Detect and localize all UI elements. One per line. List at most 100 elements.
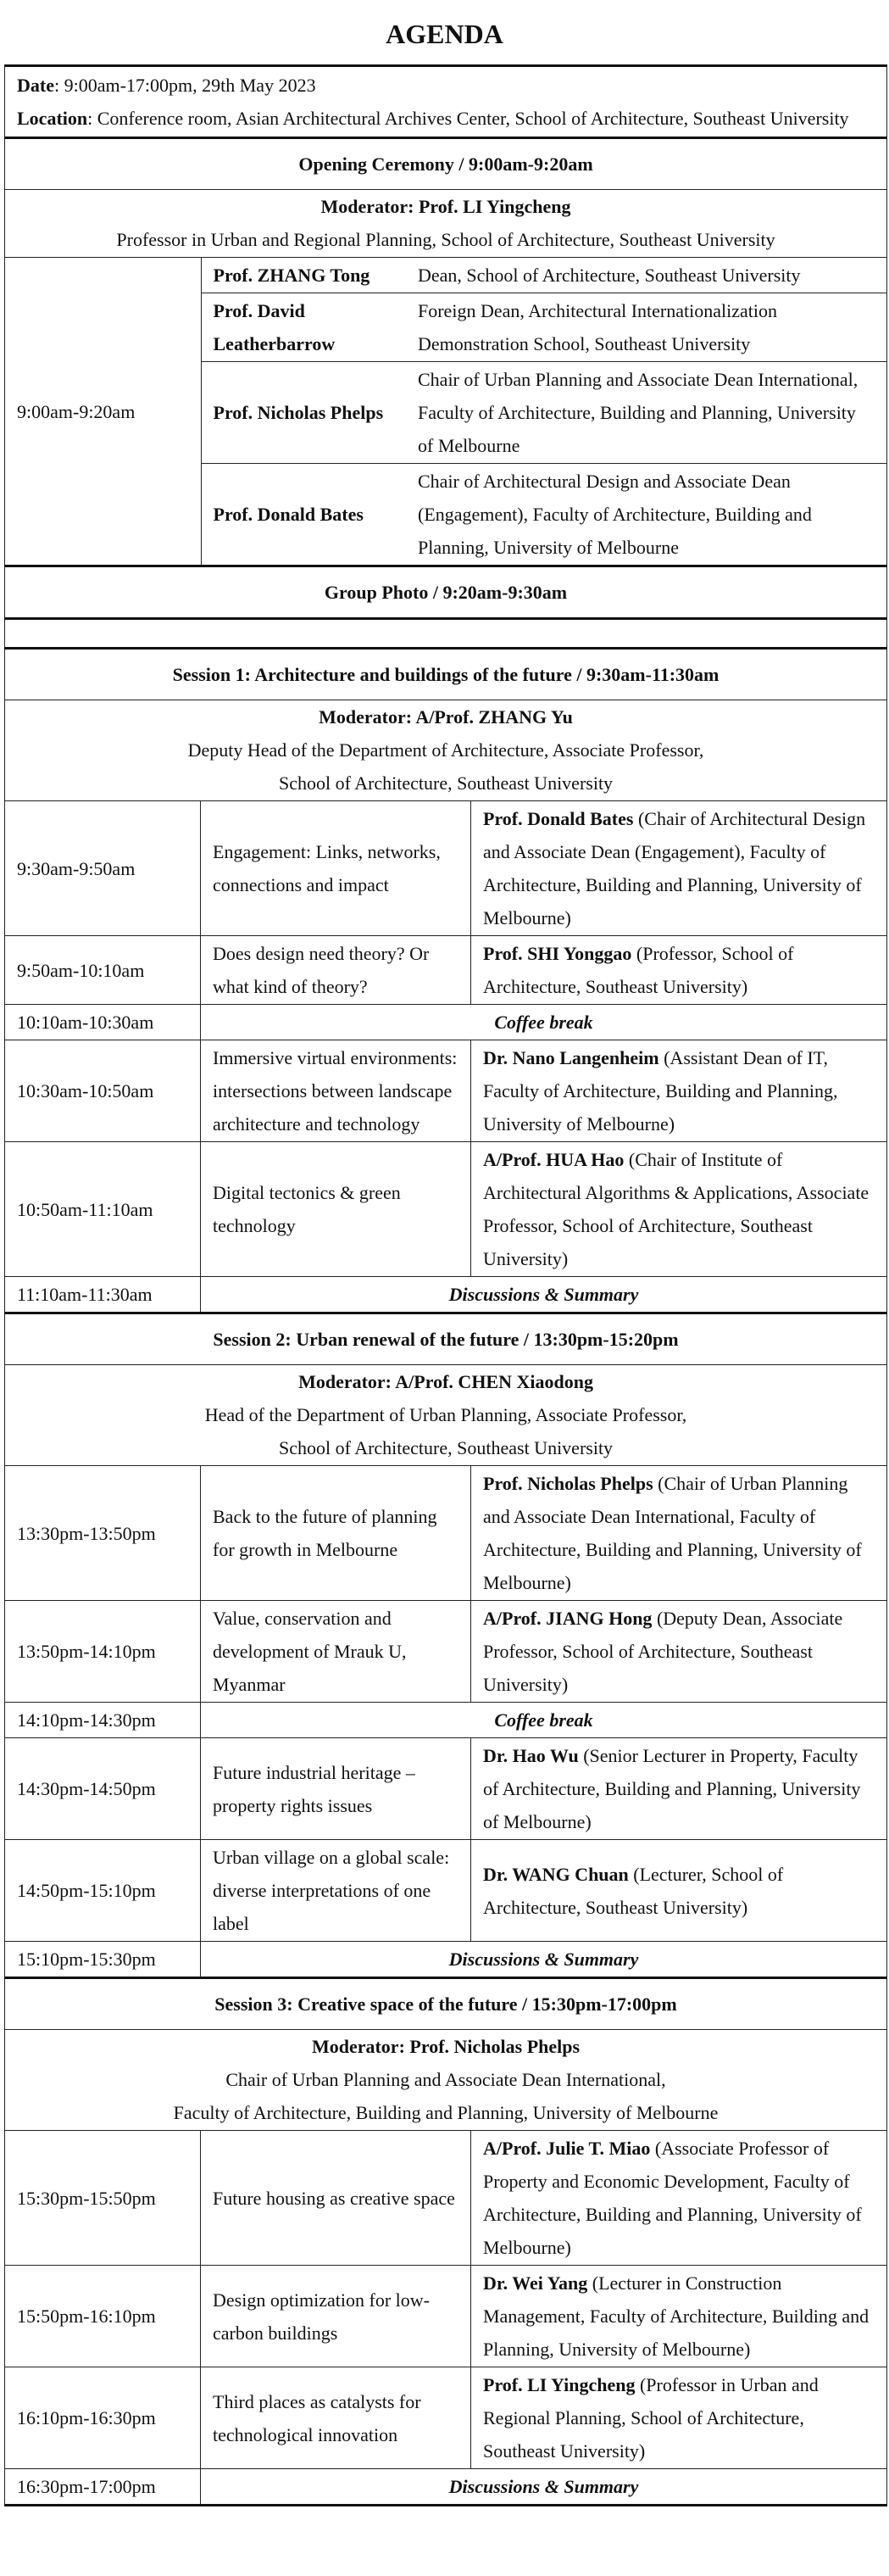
break-label: Coffee break bbox=[199, 1004, 888, 1040]
session-heading-row: Session 2: Urban renewal of the future /… bbox=[3, 1312, 888, 1365]
break-label: Coffee break bbox=[199, 1702, 888, 1738]
session-moderator-row: Moderator: A/Prof. ZHANG Yu Deputy Head o… bbox=[3, 700, 888, 801]
talk-topic: Back to the future of planning for growt… bbox=[200, 1465, 471, 1601]
time-slot: 13:50pm-14:10pm bbox=[4, 1600, 201, 1703]
time-slot: 10:30am-10:50am bbox=[4, 1040, 201, 1142]
break-row: 14:10pm-14:30pm Coffee break bbox=[4, 1702, 888, 1738]
time-slot: 14:50pm-15:10pm bbox=[4, 1839, 201, 1942]
moderator-name: Moderator: Prof. LI Yingcheng bbox=[320, 196, 571, 217]
session-heading: Session 2: Urban renewal of the future /… bbox=[3, 1312, 888, 1365]
speaker-affiliation: (Professor in Urban and Regional Plannin… bbox=[483, 2374, 819, 2462]
talk-topic: Third places as catalysts for technologi… bbox=[200, 2367, 471, 2469]
session-moderator: Moderator: A/Prof. ZHANG Yu Deputy Head o… bbox=[3, 700, 888, 801]
speaker-name: A/Prof. Julie T. Miao bbox=[483, 2138, 651, 2159]
speaker-name: Prof. SHI Yonggao bbox=[483, 943, 632, 964]
speaker-name: Prof. Donald Bates bbox=[200, 463, 411, 565]
moderator-role: Head of the Department of Urban Planning… bbox=[204, 1404, 687, 1425]
speaker-name: A/Prof. JIANG Hong bbox=[483, 1608, 653, 1629]
page-title: AGENDA bbox=[386, 19, 503, 49]
session-moderator-row: Moderator: Prof. Nicholas Phelps Chair of… bbox=[3, 2029, 888, 2131]
talk-speaker: A/Prof. HUA Hao (Chair of Institute of A… bbox=[470, 1141, 888, 1277]
talk-topic: Digital tectonics & green technology bbox=[200, 1141, 471, 1277]
speaker-name: Prof. David Leatherbarrow bbox=[200, 293, 411, 362]
opening-moderator: Moderator: Prof. LI Yingcheng Professor … bbox=[3, 189, 888, 258]
speaker-name: Prof. LI Yingcheng bbox=[483, 2374, 636, 2395]
time-slot: 10:50am-11:10am bbox=[4, 1141, 201, 1277]
time-slot: 9:30am-9:50am bbox=[4, 800, 201, 936]
talk-row: 15:50pm-16:10pm Design optimization for l… bbox=[4, 2265, 888, 2367]
speaker-affiliation: (Senior Lecturer in Property, Faculty of… bbox=[483, 1745, 861, 1832]
info-row: Date: 9:00am-17:00pm, 29th May 2023 Loca… bbox=[3, 64, 888, 138]
talk-row: 16:10pm-16:30pm Third places as catalysts… bbox=[4, 2367, 888, 2469]
break-row: 11:10am-11:30am Discussions & Summary bbox=[4, 1276, 888, 1313]
speaker-name: Dr. WANG Chuan bbox=[483, 1863, 629, 1885]
speaker-role: Dean, School of Architecture, Southeast … bbox=[411, 258, 887, 293]
speaker-name: Prof. Nicholas Phelps bbox=[483, 1473, 653, 1494]
time-slot: 16:30pm-17:00pm bbox=[4, 2468, 201, 2506]
talk-topic: Future housing as creative space bbox=[200, 2130, 471, 2266]
talk-speaker: Prof. Nicholas Phelps (Chair of Urban Pl… bbox=[470, 1465, 888, 1601]
talk-row: 15:30pm-15:50pm Future housing as creativ… bbox=[4, 2130, 888, 2266]
opening-speakers-table: 9:00am-9:20am Prof. ZHANG Tong Dean, Schoo… bbox=[5, 258, 887, 565]
moderator-name: Moderator: A/Prof. ZHANG Yu bbox=[319, 706, 573, 728]
speaker-affiliation: (Chair of Institute of Architectural Alg… bbox=[483, 1149, 870, 1269]
moderator-role: School of Architecture, Southeast Univer… bbox=[278, 772, 614, 794]
talk-speaker: A/Prof. Julie T. Miao (Associate Profess… bbox=[470, 2130, 888, 2266]
date-value: : 9:00am-17:00pm, 29th May 2023 bbox=[53, 75, 316, 96]
talk-speaker: Dr. WANG Chuan (Lecturer, School of Arch… bbox=[470, 1839, 888, 1942]
moderator-name: Moderator: Prof. Nicholas Phelps bbox=[311, 2036, 581, 2057]
session-heading: Session 1: Architecture and buildings of… bbox=[3, 647, 888, 700]
time-slot: 13:30pm-13:50pm bbox=[4, 1465, 201, 1601]
talk-row: 14:50pm-15:10pm Urban village on a global… bbox=[4, 1839, 888, 1942]
location-value: : Conference room, Asian Architectural A… bbox=[87, 108, 849, 129]
talk-row: 13:50pm-14:10pm Value, conservation and d… bbox=[4, 1600, 888, 1703]
talk-speaker: Dr. Nano Langenheim (Assistant Dean of I… bbox=[470, 1040, 888, 1142]
time-slot: 16:10pm-16:30pm bbox=[4, 2367, 201, 2469]
talk-row: 14:30pm-14:50pm Future industrial heritag… bbox=[4, 1737, 888, 1840]
speaker-name: Prof. Nicholas Phelps bbox=[200, 361, 411, 464]
break-row: 16:30pm-17:00pm Discussions & Summary bbox=[4, 2468, 888, 2506]
speaker-affiliation: (Deputy Dean, Associate Professor, Schoo… bbox=[483, 1608, 843, 1695]
location-label: Location bbox=[17, 108, 88, 129]
spacer-row bbox=[3, 617, 888, 649]
event-info: Date: 9:00am-17:00pm, 29th May 2023 Loca… bbox=[3, 64, 888, 138]
break-row: 10:10am-10:30am Coffee break bbox=[4, 1004, 888, 1040]
speaker-name: Dr. Nano Langenheim bbox=[483, 1047, 659, 1068]
session-heading: Session 3: Creative space of the future … bbox=[3, 1977, 888, 2030]
speaker-role: Foreign Dean, Architectural Internationa… bbox=[411, 293, 887, 362]
speaker-name: Dr. Hao Wu bbox=[483, 1745, 579, 1766]
moderator-role: Faculty of Architecture, Building and Pl… bbox=[173, 2102, 719, 2123]
opening-moderator-row: Moderator: Prof. LI Yingcheng Professor … bbox=[3, 189, 888, 258]
talk-speaker: Dr. Hao Wu (Senior Lecturer in Property,… bbox=[470, 1737, 888, 1840]
talk-speaker: Prof. SHI Yonggao (Professor, School of … bbox=[470, 935, 888, 1005]
opening-heading-row: Opening Ceremony / 9:00am-9:20am bbox=[3, 137, 888, 190]
time-slot: 15:50pm-16:10pm bbox=[4, 2265, 201, 2367]
break-row: 15:10pm-15:30pm Discussions & Summary bbox=[4, 1941, 888, 1978]
opening-speaker-row: Prof. Nicholas Phelps Chair of Urban Plan… bbox=[5, 361, 887, 464]
group-photo-row: Group Photo / 9:20am-9:30am bbox=[3, 565, 888, 619]
opening-time: 9:00am-9:20am bbox=[5, 258, 202, 565]
session-moderator-row: Moderator: A/Prof. CHEN Xiaodong Head of … bbox=[3, 1364, 888, 1466]
talk-row: 9:50am-10:10am Does design need theory? O… bbox=[4, 935, 888, 1005]
talk-speaker: A/Prof. JIANG Hong (Deputy Dean, Associa… bbox=[470, 1600, 888, 1703]
location-line: Location: Conference room, Asian Archite… bbox=[17, 102, 875, 135]
speaker-name: Prof. Donald Bates bbox=[483, 808, 634, 829]
opening-speaker-row: Prof. David Leatherbarrow Foreign Dean, A… bbox=[5, 293, 887, 362]
moderator-name: Moderator: A/Prof. CHEN Xiaodong bbox=[298, 1371, 593, 1392]
speaker-name: Dr. Wei Yang bbox=[483, 2272, 588, 2294]
time-slot: 15:30pm-15:50pm bbox=[4, 2130, 201, 2266]
time-slot: 15:10pm-15:30pm bbox=[4, 1941, 201, 1978]
time-slot: 11:10am-11:30am bbox=[4, 1276, 201, 1313]
group-photo: Group Photo / 9:20am-9:30am bbox=[3, 565, 888, 619]
time-slot: 14:30pm-14:50pm bbox=[4, 1737, 201, 1840]
time-slot: 9:50am-10:10am bbox=[4, 935, 201, 1005]
break-label: Discussions & Summary bbox=[199, 2468, 888, 2506]
talk-row: 10:30am-10:50am Immersive virtual environ… bbox=[4, 1040, 888, 1142]
speaker-affiliation: (Associate Professor of Property and Eco… bbox=[483, 2138, 862, 2258]
talk-speaker: Prof. Donald Bates (Chair of Architectur… bbox=[470, 800, 888, 936]
speaker-affiliation: (Chair of Architectural Design and Assoc… bbox=[483, 808, 866, 928]
speaker-affiliation: (Chair of Urban Planning and Associate D… bbox=[483, 1473, 862, 1593]
break-label: Discussions & Summary bbox=[199, 1276, 888, 1313]
speaker-role: Chair of Urban Planning and Associate De… bbox=[411, 361, 887, 464]
opening-speaker-row: 9:00am-9:20am Prof. ZHANG Tong Dean, Schoo… bbox=[5, 258, 887, 565]
